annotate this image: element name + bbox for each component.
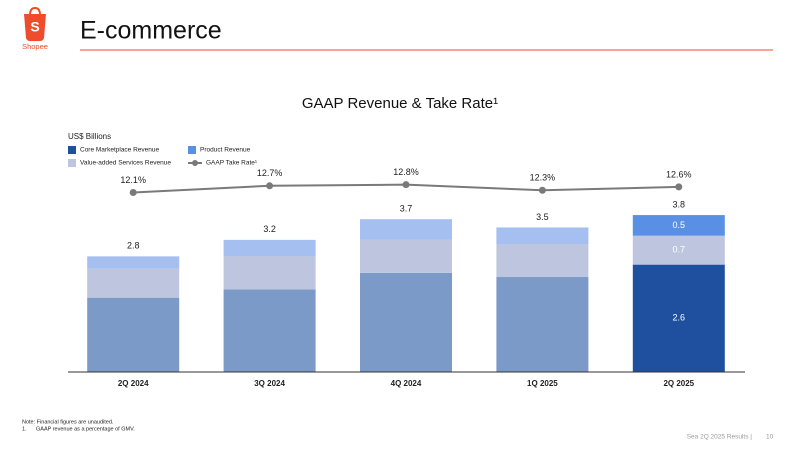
legend-label: Value-added Services Revenue xyxy=(80,160,171,167)
bar-segment xyxy=(632,235,725,265)
logo-handle xyxy=(29,6,41,16)
note-number: 1. xyxy=(22,426,27,432)
logo: S Shopee xyxy=(22,6,48,51)
header: E-commerce xyxy=(80,17,222,45)
legend-swatch xyxy=(68,159,76,167)
chart-title: GAAP Revenue & Take Rate¹ xyxy=(302,95,498,112)
logo-bag xyxy=(24,14,46,41)
total-label: 3.8 xyxy=(673,199,686,209)
total-label: 3.5 xyxy=(536,212,549,222)
brand: Shopee xyxy=(22,42,48,51)
x-tick-label: 2Q 2025 xyxy=(663,379,694,388)
x-tick-label: 2Q 2024 xyxy=(118,379,149,388)
take-rate-label: 12.8% xyxy=(393,167,419,177)
bar-segment xyxy=(87,297,180,372)
take-rate-point xyxy=(538,186,546,194)
take-rate-label: 12.3% xyxy=(530,173,556,183)
bar-segment xyxy=(223,239,316,257)
take-rate-label: 12.6% xyxy=(666,169,692,179)
x-tick-label: 4Q 2024 xyxy=(391,379,422,388)
segment-label: 2.6 xyxy=(673,313,686,323)
take-rate-point xyxy=(129,188,137,196)
take-rate-point xyxy=(675,183,683,191)
take-rate-point xyxy=(402,181,410,189)
y-axis-label: US$ Billions xyxy=(68,132,111,141)
legend-label: Core Marketplace Revenue xyxy=(80,147,160,154)
total-label: 3.2 xyxy=(263,224,276,234)
bar-segment xyxy=(632,215,725,236)
x-tick-label: 1Q 2025 xyxy=(527,379,558,388)
bar-segment xyxy=(496,243,589,278)
bar-segment xyxy=(496,227,589,244)
take-rate-label: 12.7% xyxy=(257,168,283,178)
legend-swatch xyxy=(68,146,76,154)
legend-label: Product Revenue xyxy=(200,147,251,154)
logo-mark: S xyxy=(30,19,39,35)
bar-segment xyxy=(87,268,180,298)
total-label: 3.7 xyxy=(400,204,413,214)
footer-text: Sea 2Q 2025 Results | xyxy=(687,434,753,441)
take-rate-point xyxy=(266,182,274,190)
note: Note: Financial figures are unaudited. xyxy=(22,419,114,425)
bar-segment xyxy=(360,239,452,273)
take-rate-label: 12.1% xyxy=(120,175,146,185)
segment-label: 0.7 xyxy=(673,245,686,255)
legend-label: GAAP Take Rate¹ xyxy=(206,160,258,167)
bar-segment xyxy=(223,256,316,290)
note: GAAP revenue as a percentage of GMV. xyxy=(36,426,135,432)
bar-segment xyxy=(87,256,180,269)
legend-swatch xyxy=(188,146,196,154)
bar-segment xyxy=(360,272,452,372)
page-number: 10 xyxy=(766,434,774,441)
bar-segment xyxy=(223,289,316,372)
bar-segment xyxy=(496,277,589,372)
bar-segment xyxy=(632,264,725,372)
x-tick-label: 3Q 2024 xyxy=(254,379,285,388)
bar-segment xyxy=(360,219,452,240)
segment-label: 0.5 xyxy=(673,220,686,230)
legend-dot xyxy=(192,160,198,166)
total-label: 2.8 xyxy=(127,241,140,251)
